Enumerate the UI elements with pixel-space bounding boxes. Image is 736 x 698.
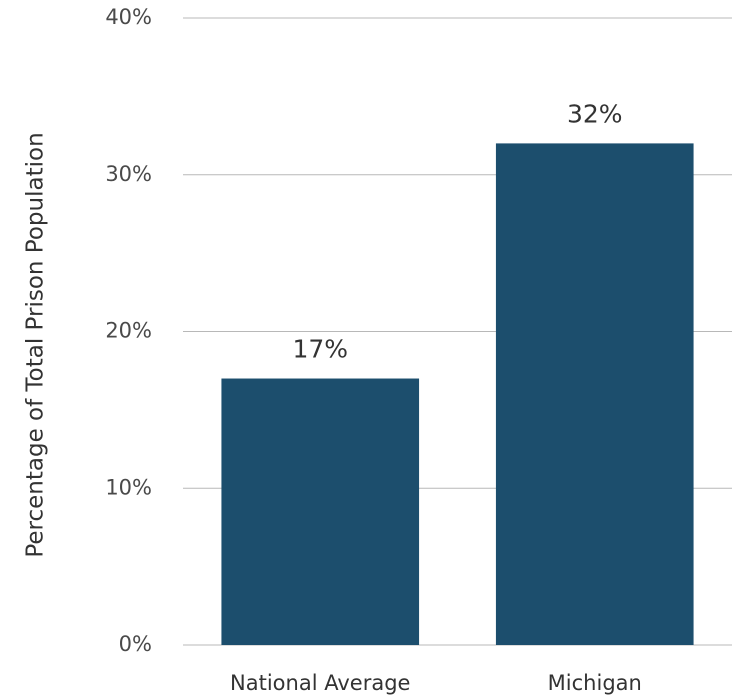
y-axis-label: Percentage of Total Prison Population <box>23 132 49 557</box>
x-tick-label: National Average <box>230 671 410 695</box>
y-tick-label: 0% <box>119 632 152 656</box>
y-tick-label: 30% <box>105 162 152 186</box>
bar <box>221 378 420 645</box>
value-label: 17% <box>292 335 348 364</box>
x-tick-label: Michigan <box>548 671 642 695</box>
y-tick-label: 40% <box>105 5 152 29</box>
bar <box>495 143 694 645</box>
y-tick-label: 10% <box>105 475 152 499</box>
value-label: 32% <box>567 99 623 128</box>
y-tick-label: 20% <box>105 319 152 343</box>
